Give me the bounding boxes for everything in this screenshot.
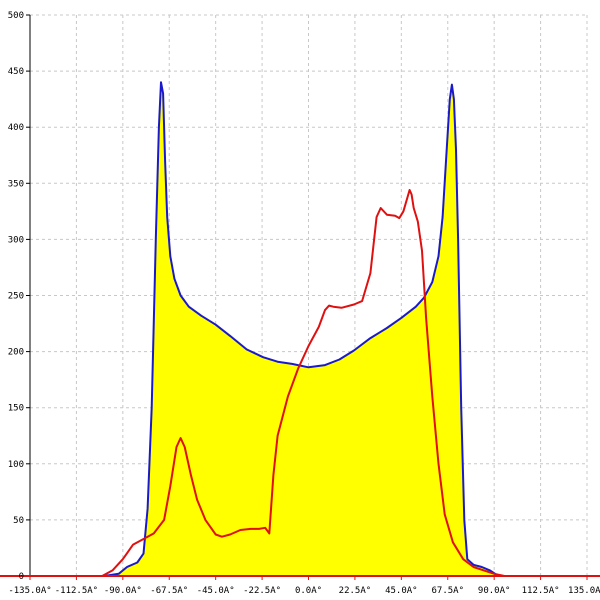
x-tick-label: 135.0A° [568,586,600,596]
axes [0,14,600,580]
y-tick-labels: 0 50 100 150 200 250 300 350 400 450 500 [8,11,24,582]
y-tick-label: 300 [8,235,24,245]
y-tick-label: 350 [8,179,24,189]
x-tick-label: 45.0A° [385,586,418,596]
x-tick-label: -112.5A° [55,586,98,596]
x-tick-labels: -135.0A° -112.5A° -90.0A° -67.5A° -45.0A° -22… [8,586,600,596]
y-tick-label: 100 [8,460,24,470]
y-tick-label: 200 [8,348,24,358]
y-tick-label: 500 [8,11,24,21]
x-tick-label: 90.0A° [478,586,511,596]
x-tick-label: 112.5A° [522,586,560,596]
x-tick-label: 0.0A° [295,586,322,596]
series-lines [101,81,505,577]
series-1-line [101,189,505,577]
x-tick-label: -67.5A° [150,586,188,596]
x-tick-label: -22.5A° [243,586,281,596]
y-tick-label: 0 [19,572,24,582]
x-tick-label: -45.0A° [197,586,235,596]
y-tick-label: 450 [8,67,24,77]
series-0-area [104,82,499,577]
x-tick-label: -135.0A° [8,586,51,596]
y-tick-label: 50 [13,516,24,526]
area-fills [104,82,499,577]
x-tick-label: 67.5A° [431,586,464,596]
y-tick-label: 400 [8,123,24,133]
y-tick-label: 150 [8,404,24,414]
series-0-line [104,81,499,577]
x-tick-label: 22.5A° [339,586,372,596]
y-tick-label: 250 [8,292,24,302]
x-tick-label: -90.0A° [104,586,142,596]
